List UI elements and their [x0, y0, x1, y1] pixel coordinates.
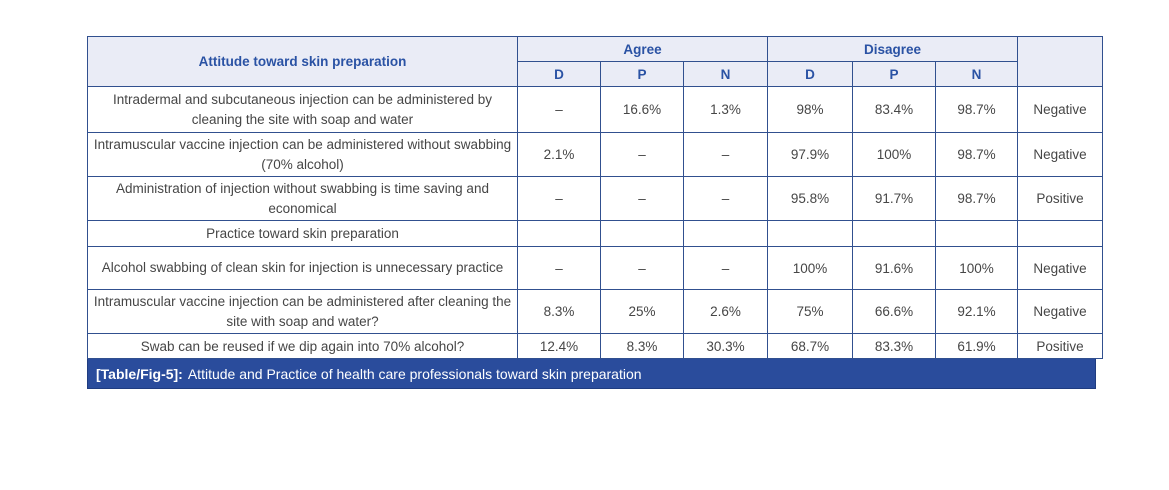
header-attitude: Attitude toward skin preparation [87, 36, 518, 87]
row-label: Intradermal and subcutaneous injection c… [87, 86, 518, 133]
table-row: Intramuscular vaccine injection can be a… [87, 131, 1104, 178]
header-row-sub: D P N D P N [88, 61, 1103, 87]
data-cell: 1.3% [682, 86, 769, 133]
data-cell: 61.9% [935, 333, 1019, 360]
table-caption-label: [Table/Fig-5]: [96, 366, 183, 383]
outcome-cell: Negative [1017, 246, 1104, 291]
data-cell [517, 220, 601, 248]
data-cell: 75% [767, 289, 854, 335]
data-cell: – [517, 86, 601, 133]
data-cell: 8.3% [517, 289, 601, 335]
header-agree-n: N [682, 61, 769, 87]
data-cell: – [682, 176, 769, 222]
data-cell: 25% [600, 289, 684, 335]
data-cell: 98% [767, 86, 854, 133]
outcome-cell: Negative [1017, 289, 1104, 335]
header-agree: Agree [516, 36, 769, 62]
header-outcome [1017, 36, 1104, 87]
data-cell [852, 220, 937, 248]
header-disagree-d: D [767, 61, 854, 87]
data-cell: – [600, 131, 684, 178]
header-disagree-n: N [935, 61, 1019, 87]
data-cell: 91.6% [852, 246, 937, 291]
data-cell: 83.3% [852, 333, 937, 360]
data-cell: 30.3% [682, 333, 769, 360]
data-cell: – [682, 131, 769, 178]
outcome-cell [1017, 220, 1104, 248]
data-cell: 97.9% [767, 131, 854, 178]
data-cell: – [600, 246, 684, 291]
row-label: Alcohol swabbing of clean skin for injec… [87, 246, 518, 291]
data-cell: 8.3% [600, 333, 684, 360]
data-cell: 98.7% [935, 131, 1019, 178]
table-fig-5: Attitude toward skin preparation Agree D… [87, 36, 1104, 390]
row-label: Swab can be reused if we dip again into … [87, 333, 518, 360]
attitude-practice-table: Attitude toward skin preparation Agree D… [87, 36, 1104, 360]
table-caption: [Table/Fig-5]: Attitude and Practice of h… [87, 359, 1096, 390]
data-cell: 16.6% [600, 86, 684, 133]
data-cell [935, 220, 1019, 248]
table-row: Swab can be reused if we dip again into … [87, 333, 1104, 360]
table-row: Alcohol swabbing of clean skin for injec… [87, 246, 1104, 291]
data-cell: 91.7% [852, 176, 937, 222]
header-agree-p: P [600, 61, 684, 87]
data-cell: 2.6% [682, 289, 769, 335]
data-cell: 100% [767, 246, 854, 291]
data-cell: 95.8% [767, 176, 854, 222]
data-cell: 98.7% [935, 176, 1019, 222]
header-agree-d: D [517, 61, 601, 87]
data-cell: – [517, 176, 601, 222]
data-cell: 100% [935, 246, 1019, 291]
table-caption-text: Attitude and Practice of health care pro… [187, 366, 642, 383]
table-row: Intradermal and subcutaneous injection c… [87, 86, 1104, 133]
outcome-cell: Negative [1017, 86, 1104, 133]
header-disagree-p: P [852, 61, 937, 87]
data-cell: – [682, 246, 769, 291]
row-label: Intramuscular vaccine injection can be a… [87, 131, 518, 178]
table-row-section: Practice toward skin preparation [87, 220, 1104, 248]
outcome-cell: Positive [1017, 176, 1104, 222]
data-cell [682, 220, 769, 248]
data-cell: 2.1% [517, 131, 601, 178]
data-cell: 83.4% [852, 86, 937, 133]
data-cell: – [600, 176, 684, 222]
outcome-cell: Positive [1017, 333, 1104, 360]
data-cell: 12.4% [517, 333, 601, 360]
header-row-groups: Attitude toward skin preparation Agree D… [87, 36, 1104, 87]
header-disagree: Disagree [767, 36, 1019, 62]
data-cell: – [517, 246, 601, 291]
table-row: Intramuscular vaccine injection can be a… [87, 289, 1104, 335]
table-row: Administration of injection without swab… [87, 176, 1104, 222]
row-label: Administration of injection without swab… [87, 176, 518, 222]
data-cell [767, 220, 854, 248]
outcome-cell: Negative [1017, 131, 1104, 178]
data-cell: 100% [852, 131, 937, 178]
row-label: Intramuscular vaccine injection can be a… [87, 289, 518, 335]
data-cell: 92.1% [935, 289, 1019, 335]
data-cell: 98.7% [935, 86, 1019, 133]
data-cell: 66.6% [852, 289, 937, 335]
data-cell [600, 220, 684, 248]
data-cell: 68.7% [767, 333, 854, 360]
section-label: Practice toward skin preparation [87, 220, 518, 248]
